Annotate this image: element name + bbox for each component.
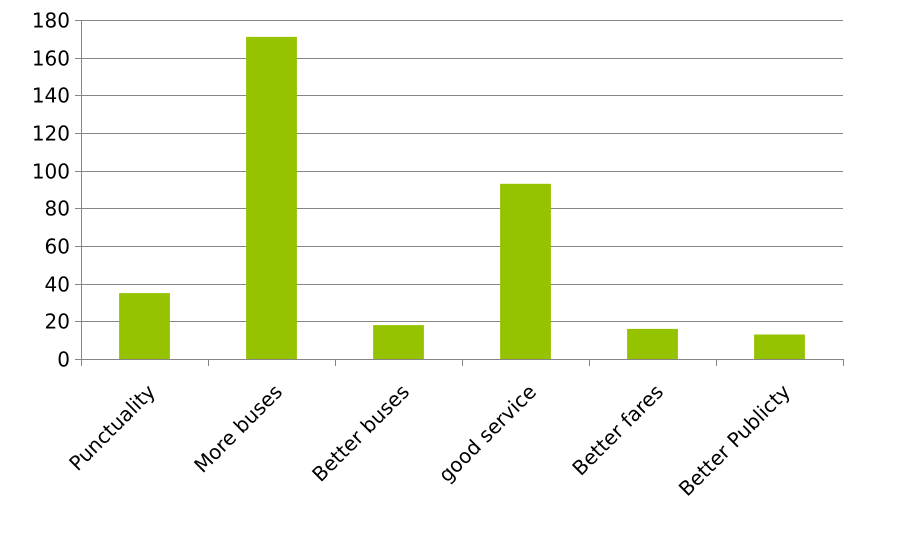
x-tick-labels: Punctuality More buses Better buses good se…: [64, 379, 795, 500]
x-tick-label: Better Publicty: [674, 379, 795, 500]
y-tick-label: 160: [32, 47, 70, 71]
x-tick-label: Better fares: [567, 380, 668, 481]
y-tick-label: 180: [32, 9, 70, 33]
bar: [119, 293, 170, 359]
y-tick-label: 0: [57, 348, 70, 372]
y-tick-labels: 0 20 40 60 80 100 120 140 160 180: [32, 9, 70, 372]
y-tick-label: 140: [32, 84, 70, 108]
y-tick-label: 80: [45, 197, 70, 221]
x-tick-label: good service: [434, 380, 541, 487]
y-tick-label: 120: [32, 122, 70, 146]
y-tick-label: 20: [45, 310, 70, 334]
grid: [81, 20, 843, 322]
y-tick-label: 40: [45, 273, 70, 297]
bar: [500, 183, 551, 359]
bar: [246, 36, 297, 360]
x-tick-label: More buses: [189, 380, 287, 478]
y-tick-label: 60: [45, 235, 70, 259]
bar: [754, 334, 805, 359]
x-tick-label: Punctuality: [64, 379, 160, 475]
bar: [373, 325, 424, 359]
x-tick-label: Better buses: [307, 380, 414, 487]
y-tick-label: 100: [32, 160, 70, 184]
bar: [627, 328, 678, 359]
bars: [119, 36, 805, 360]
axes: [75, 20, 844, 366]
